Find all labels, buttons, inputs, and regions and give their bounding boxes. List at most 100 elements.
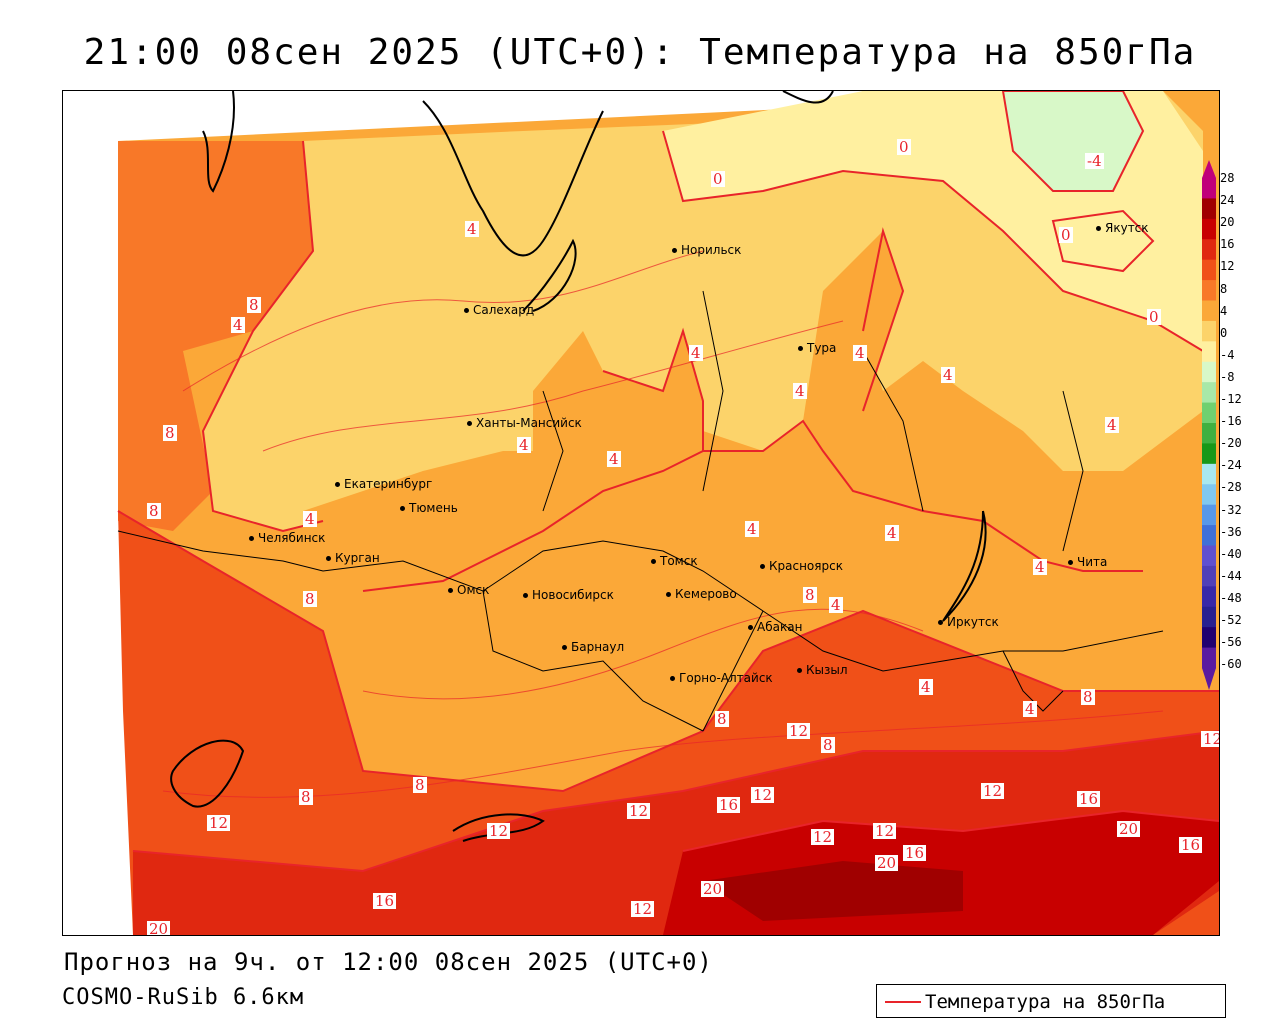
colorbar-tick-label: -40: [1220, 546, 1242, 561]
colorbar-segment: [1202, 198, 1216, 220]
colorbar-top-arrow: [1202, 160, 1216, 178]
zone-central-4: [303, 331, 703, 591]
contour-label: 20: [147, 920, 171, 936]
colorbar-segment: [1202, 423, 1216, 444]
contour-label: 12: [787, 722, 811, 740]
contour-label: 8: [1081, 688, 1095, 706]
city-label: Горно-Алтайск: [670, 671, 773, 685]
contour-label: 12: [627, 802, 651, 820]
contour-label: 16: [1077, 790, 1101, 808]
colorbar-tick-label: -16: [1220, 414, 1242, 429]
colorbar-tick-label: 0: [1220, 325, 1228, 340]
contour-label: 4: [607, 450, 621, 468]
zone-central2-4: [703, 421, 1163, 651]
legend-label: Температура на 850гПа: [925, 991, 1166, 1013]
colorbar-tick-label: -4: [1220, 347, 1235, 362]
contour-lines: [117, 91, 1219, 873]
colorbar-segment: [1202, 443, 1216, 465]
contour-label: 16: [903, 844, 927, 862]
colorbar-tick-label: -36: [1220, 524, 1242, 539]
colorbar-tick-label: 4: [1220, 303, 1228, 318]
colorbar-segment: [1202, 586, 1216, 608]
contour-label: 4: [745, 520, 759, 538]
contour-label: 16: [717, 796, 741, 814]
contour-label: 4: [517, 436, 531, 454]
contour-label: 4: [919, 678, 933, 696]
colorbar-segment: [1202, 218, 1216, 240]
city-label: Курган: [326, 551, 380, 565]
contour-label: 4: [793, 382, 807, 400]
colorbar-tick-label: -12: [1220, 392, 1242, 406]
colorbar-tick-label: -8: [1220, 369, 1235, 384]
city-label: Томск: [651, 554, 698, 568]
contour-label: 4: [853, 344, 867, 362]
zone-south-24: [703, 861, 963, 921]
colorbar-tick-label: -52: [1220, 613, 1242, 627]
temperature-colorbar: [1202, 160, 1216, 690]
city-label: Новосибирск: [523, 588, 614, 602]
colorbar-segment: [1202, 280, 1216, 301]
city-label: Тура: [797, 341, 837, 355]
contour-label: 0: [1059, 226, 1073, 244]
city-label: Ханты-Мансийск: [467, 416, 582, 430]
colorbar-segment: [1202, 484, 1216, 506]
city-label: Омск: [447, 583, 490, 597]
contour-label: 8: [247, 296, 261, 314]
zone-cold-minus4: [1003, 91, 1143, 191]
colorbar-tick-label: -48: [1220, 590, 1242, 605]
colorbar-segment: [1202, 627, 1216, 649]
colorbar-segment: [1202, 259, 1216, 281]
map-title: 21:00 08сен 2025 (UTC+0): Температура на…: [83, 32, 1197, 73]
colorbar-tick-label: -44: [1220, 568, 1242, 583]
city-label: Красноярск: [760, 559, 843, 573]
contour-label: 12: [631, 900, 655, 918]
contour-label: 20: [1117, 820, 1141, 838]
contour-label: 4: [303, 510, 317, 528]
forecast-info: Прогноз на 9ч. от 12:00 08сен 2025 (UTC+…: [64, 948, 713, 976]
contour-label: 4: [829, 596, 843, 614]
contour-label: 8: [413, 776, 427, 794]
colorbar-bottom-arrow: [1202, 668, 1216, 690]
contour-label: 4: [941, 366, 955, 384]
colorbar-tick-label: 20: [1220, 215, 1235, 230]
colorbar-segment: [1202, 300, 1216, 322]
colorbar-segment: [1202, 606, 1216, 628]
colorbar-tick-label: -20: [1220, 436, 1242, 451]
colorbar-segment: [1202, 647, 1216, 669]
colorbar-segment: [1202, 178, 1216, 199]
colorbar-tick-label: -60: [1220, 657, 1242, 672]
colorbar-segment: [1202, 545, 1216, 567]
contour-label: 20: [701, 880, 725, 898]
colorbar-tick-label: 8: [1220, 281, 1228, 296]
contour-label: 8: [163, 424, 177, 442]
city-label: Чита: [1067, 555, 1108, 569]
contour-label: 4: [689, 344, 703, 362]
contour-label: 0: [897, 138, 911, 156]
contour-label: 0: [711, 170, 725, 188]
contour-label: 12: [207, 814, 231, 832]
colorbar-segment: [1202, 504, 1216, 526]
city-label: Кызыл: [797, 663, 848, 677]
city-label: Барнаул: [561, 640, 625, 654]
coastlines: [170, 91, 987, 842]
colorbar-tick-label: -24: [1220, 458, 1242, 473]
zone-north-4: [203, 91, 1203, 531]
contour-label: 4: [1023, 700, 1037, 718]
colorbar-segment: [1202, 382, 1216, 404]
map-legend: Температура на 850гПа: [876, 984, 1226, 1018]
contour-label: 8: [299, 788, 313, 806]
colorbar-tick-label: 28: [1220, 171, 1235, 185]
colorbar-tick-label: 24: [1220, 193, 1235, 208]
contour-label: 8: [147, 502, 161, 520]
contour-label: 4: [885, 524, 899, 542]
contour-label: 0: [1147, 308, 1161, 326]
city-label: Салехард: [463, 303, 535, 317]
colorbar-segment: [1202, 341, 1216, 363]
contour-label: 12: [1201, 731, 1219, 747]
contour-label: 4: [1033, 558, 1047, 576]
temperature-map[interactable]: Норильск Якутск Салехард Тура Ханты-Манс…: [62, 90, 1220, 936]
colorbar-segment: [1202, 565, 1216, 587]
colorbar-tick-label: -56: [1220, 635, 1242, 650]
city-label: Иркутск: [938, 615, 999, 629]
colorbar-tick-label: 12: [1220, 259, 1235, 274]
